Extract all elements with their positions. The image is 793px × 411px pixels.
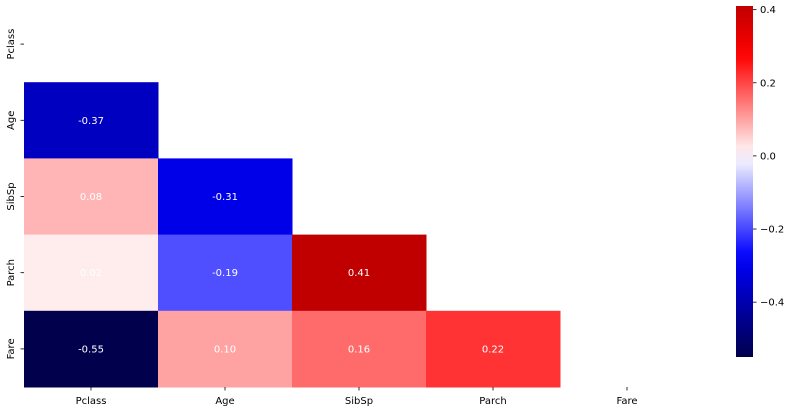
- cell-value-label: -0.31: [212, 192, 238, 203]
- y-axis: Pclass Age SibSp Parch Fare: [6, 29, 24, 359]
- colorbar-tick-label: −0.2: [760, 225, 784, 236]
- colorbar-ticks: 0.4 0.2 0.0 −0.2 −0.4: [753, 5, 784, 309]
- heatmap-cells: [24, 82, 561, 388]
- heatmap-cell: [24, 82, 159, 159]
- x-axis: Pclass Age SibSp Parch Fare: [76, 387, 638, 407]
- cell-value-label: 0.16: [348, 344, 370, 355]
- heatmap-cell: [292, 234, 427, 312]
- x-tick-label: Fare: [616, 396, 637, 407]
- y-tick-label: Fare: [6, 338, 17, 359]
- y-tick-label: SibSp: [6, 182, 17, 210]
- cell-value-label: -0.37: [78, 116, 104, 127]
- heatmap-cell: [158, 310, 293, 388]
- colorbar-tick-label: 0.2: [760, 78, 776, 89]
- x-tick-label: Pclass: [76, 396, 107, 407]
- y-tick-label: Parch: [6, 259, 17, 286]
- cell-value-label: 0.22: [482, 344, 504, 355]
- heatmap-cell: [24, 310, 159, 388]
- colorbar-gradient: [736, 6, 753, 357]
- cell-value-label: -0.19: [212, 268, 238, 279]
- x-tick-label: Age: [215, 396, 234, 407]
- heatmap-cell: [24, 158, 159, 236]
- heatmap-cell: [24, 234, 159, 312]
- colorbar-tick-label: 0.4: [760, 5, 776, 16]
- y-tick-label: Pclass: [6, 29, 17, 60]
- x-tick-label: Parch: [479, 396, 506, 407]
- cell-value-label: 0.41: [348, 268, 370, 279]
- cell-value-label: -0.55: [78, 344, 104, 355]
- heatmap-cell: [158, 234, 293, 312]
- heatmap-cell: [426, 310, 561, 388]
- colorbar-tick-label: 0.0: [760, 151, 776, 162]
- x-tick-label: SibSp: [345, 396, 373, 407]
- cell-value-label: 0.08: [80, 192, 102, 203]
- heatmap-cell-labels: -0.37 0.08 -0.31 0.02 -0.19 0.41 -0.55 0.10 0.16…: [78, 116, 504, 356]
- colorbar: 0.4 0.2 0.0 −0.2 −0.4: [736, 5, 784, 357]
- y-tick-label: Age: [6, 111, 17, 130]
- colorbar-tick-label: −0.4: [760, 298, 784, 309]
- cell-value-label: 0.02: [80, 268, 102, 279]
- cell-value-label: 0.10: [214, 344, 236, 355]
- heatmap-cell: [292, 310, 427, 388]
- heatmap-cell: [158, 158, 293, 236]
